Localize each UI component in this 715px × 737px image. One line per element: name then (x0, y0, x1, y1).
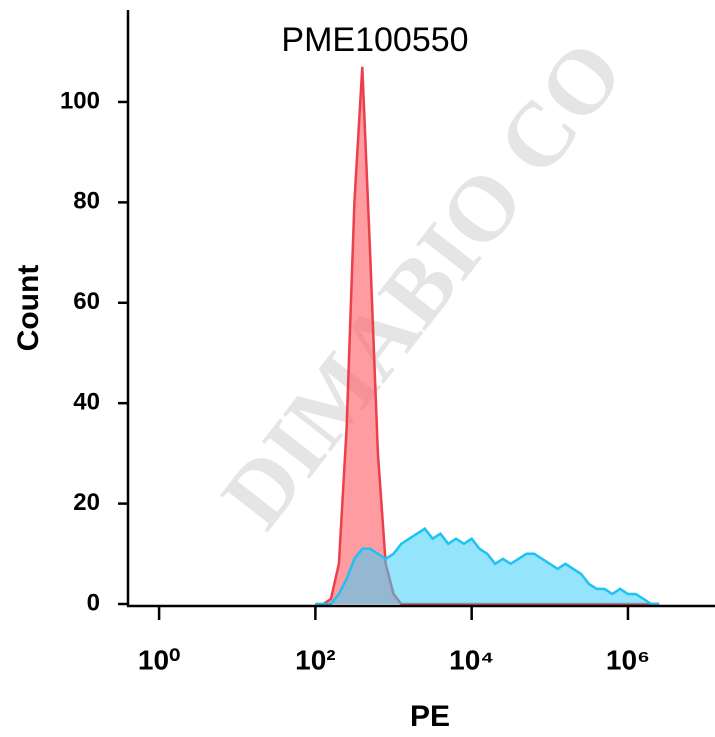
y-tick-label: 80 (73, 188, 100, 215)
area-line (315, 527, 660, 606)
x-tick-label: 10⁶ (606, 644, 650, 675)
watermark: DIMABIO CO (202, 22, 643, 546)
y-tick-label: 40 (73, 389, 100, 416)
x-tick-label: 10⁴ (449, 644, 494, 675)
x-axis-label: PE (410, 700, 450, 733)
area-fill (315, 528, 660, 604)
chart-title: PME100550 (281, 21, 468, 59)
y-tick-label: 20 (73, 489, 100, 516)
y-tick-label: 100 (60, 87, 100, 114)
y-tick-label: 60 (73, 288, 100, 315)
y-axis-label: Count (12, 265, 45, 352)
x-tick-label: 10² (295, 644, 335, 675)
x-tick-label: 10⁰ (138, 644, 180, 675)
y-tick-label: 0 (87, 589, 100, 616)
area-fill (315, 66, 660, 605)
